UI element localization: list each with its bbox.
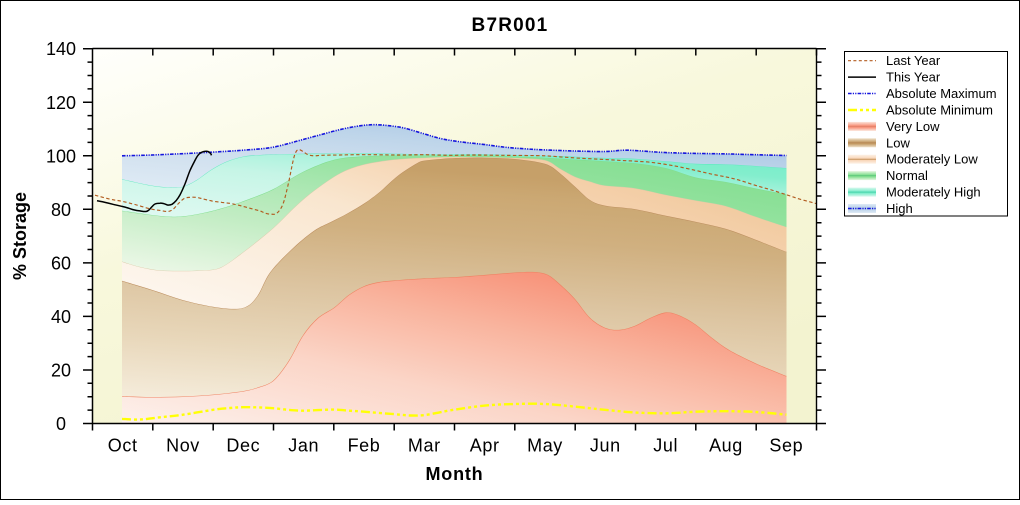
svg-text:Last Year: Last Year <box>886 53 941 68</box>
svg-text:Aug: Aug <box>709 436 743 456</box>
svg-text:60: 60 <box>51 253 71 273</box>
svg-text:100: 100 <box>46 146 76 166</box>
svg-text:0: 0 <box>56 414 66 434</box>
svg-text:40: 40 <box>51 307 71 327</box>
svg-text:Low: Low <box>886 135 910 150</box>
svg-text:Sep: Sep <box>769 436 803 456</box>
svg-text:20: 20 <box>51 361 71 381</box>
svg-text:Normal: Normal <box>886 168 928 183</box>
svg-text:Jun: Jun <box>590 436 621 456</box>
svg-text:% Storage: % Storage <box>10 192 30 280</box>
svg-text:May: May <box>527 436 563 456</box>
svg-text:Jul: Jul <box>653 436 678 456</box>
svg-text:120: 120 <box>46 93 76 113</box>
svg-text:Oct: Oct <box>108 436 138 456</box>
svg-text:B7R001: B7R001 <box>472 15 549 36</box>
svg-text:Apr: Apr <box>470 436 500 456</box>
svg-text:Very Low: Very Low <box>886 119 940 134</box>
svg-text:Nov: Nov <box>166 436 200 456</box>
svg-text:Moderately High: Moderately High <box>886 185 981 200</box>
svg-text:Mar: Mar <box>408 436 441 456</box>
svg-text:Absolute Maximum: Absolute Maximum <box>886 86 997 101</box>
svg-text:High: High <box>886 201 913 216</box>
svg-text:Month: Month <box>426 464 484 484</box>
svg-text:Jan: Jan <box>288 436 319 456</box>
svg-text:80: 80 <box>51 200 71 220</box>
svg-text:Absolute Minimum: Absolute Minimum <box>886 103 993 118</box>
svg-text:Dec: Dec <box>226 436 260 456</box>
svg-text:Moderately Low: Moderately Low <box>886 152 978 167</box>
svg-text:This Year: This Year <box>886 70 941 85</box>
svg-text:140: 140 <box>46 39 76 59</box>
svg-text:Feb: Feb <box>348 436 381 456</box>
